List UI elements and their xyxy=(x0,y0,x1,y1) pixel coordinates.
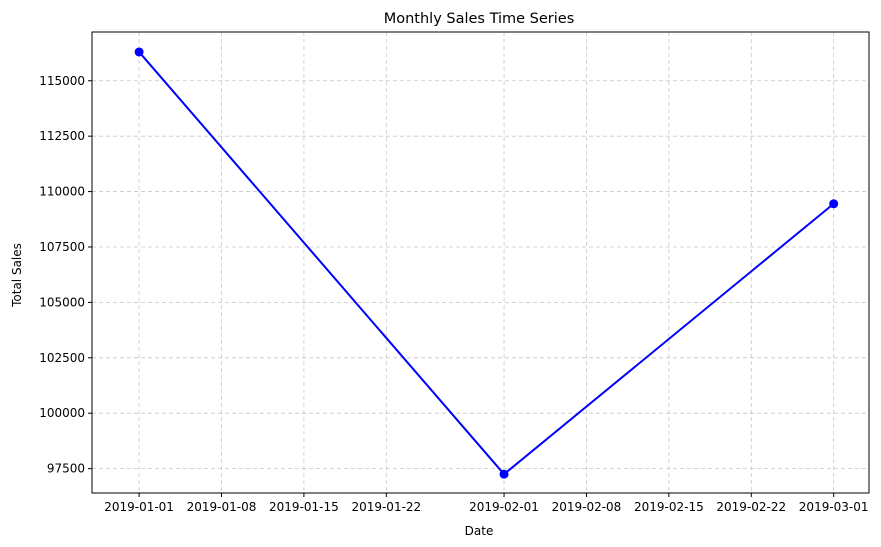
x-tick-label: 2019-01-15 xyxy=(269,500,339,514)
x-tick-label: 2019-02-08 xyxy=(552,500,622,514)
series-line xyxy=(138,51,835,476)
x-tick-label: 2019-02-22 xyxy=(716,500,786,514)
y-tick-label: 100000 xyxy=(39,406,85,420)
series-layer xyxy=(134,47,839,479)
y-tick-label: 107500 xyxy=(39,240,85,254)
grid xyxy=(92,32,869,493)
x-tick-label: 2019-01-22 xyxy=(351,500,421,514)
data-point xyxy=(829,199,839,209)
x-axis-label: Date xyxy=(465,524,494,538)
data-point xyxy=(499,469,509,479)
x-tick-label: 2019-02-15 xyxy=(634,500,704,514)
y-tick-label: 102500 xyxy=(39,351,85,365)
y-axis: 97500 100000 102500 105000 107500 110000 11250… xyxy=(39,74,92,476)
chart-title: Monthly Sales Time Series xyxy=(384,11,575,27)
y-tick-label: 110000 xyxy=(39,185,85,199)
x-tick-label: 2019-01-08 xyxy=(187,500,257,514)
y-tick-label: 105000 xyxy=(39,295,85,309)
y-axis-label: Total Sales xyxy=(10,243,24,308)
plot-frame xyxy=(91,31,870,494)
y-tick-label: 112500 xyxy=(39,129,85,143)
x-tick-label: 2019-03-01 xyxy=(799,500,869,514)
x-tick-label: 2019-01-01 xyxy=(104,500,174,514)
y-tick-label: 97500 xyxy=(47,462,85,476)
x-axis: 2019-01-01 2019-01-08 2019-01-15 2019-01-22… xyxy=(104,493,869,514)
x-tick-label: 2019-02-01 xyxy=(469,500,539,514)
y-tick-label: 115000 xyxy=(39,74,85,88)
data-point xyxy=(134,47,144,57)
